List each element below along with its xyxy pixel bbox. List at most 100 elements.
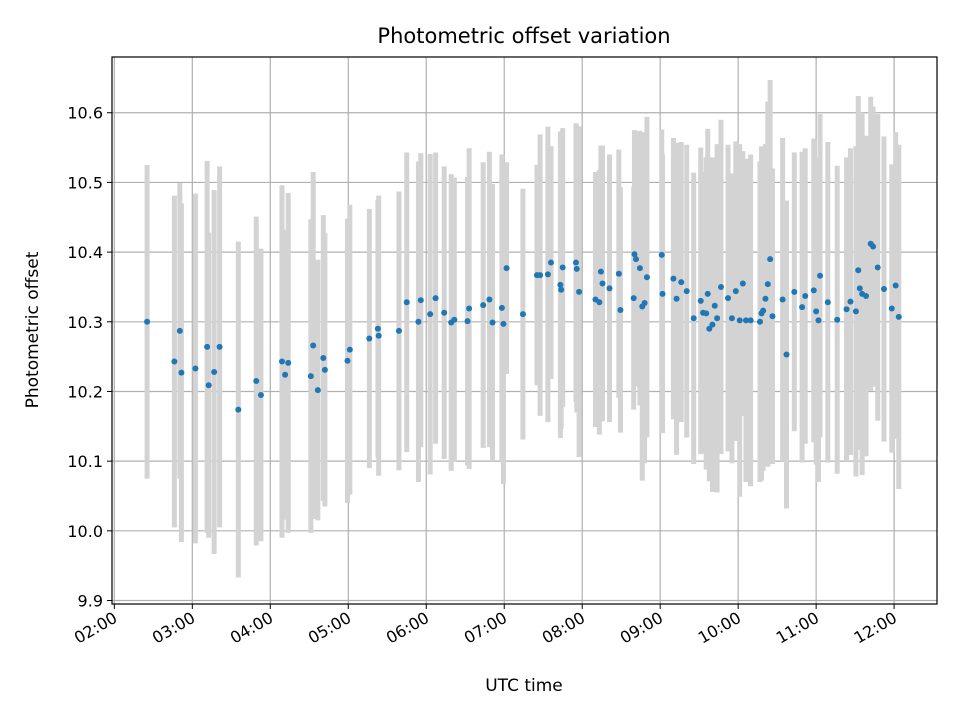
data-point <box>307 373 314 380</box>
data-point <box>802 293 809 300</box>
data-point <box>762 295 769 302</box>
data-point <box>709 321 716 328</box>
y-tick-label: 10.6 <box>67 104 103 123</box>
x-tick-label: 11:00 <box>773 608 822 648</box>
data-point <box>783 351 790 358</box>
data-point <box>813 308 820 315</box>
data-point <box>320 355 327 362</box>
data-point <box>417 297 424 304</box>
data-point <box>815 317 822 324</box>
data-point <box>810 287 817 294</box>
data-point <box>704 290 711 297</box>
data-point <box>636 265 643 272</box>
data-point <box>395 327 402 334</box>
data-point <box>714 315 721 322</box>
x-tick-label: 05:00 <box>305 608 354 648</box>
data-point <box>544 271 551 278</box>
data-point <box>519 311 526 318</box>
y-tick-label: 10.1 <box>67 452 103 471</box>
data-point <box>892 282 899 289</box>
x-tick-label: 09:00 <box>617 608 666 648</box>
data-point <box>658 251 665 258</box>
x-tick-label: 08:00 <box>539 608 588 648</box>
y-tick-label: 10.2 <box>67 382 103 401</box>
data-point <box>895 313 902 320</box>
x-tick-label: 07:00 <box>461 608 510 648</box>
data-point <box>683 288 690 295</box>
x-tick-label: 02:00 <box>71 608 120 648</box>
data-point <box>711 302 718 309</box>
data-point <box>427 311 434 318</box>
data-point <box>643 274 650 281</box>
data-point <box>597 268 604 275</box>
data-point <box>673 295 680 302</box>
data-point <box>432 295 439 302</box>
data-point <box>617 306 624 313</box>
data-point <box>486 296 493 303</box>
y-axis-label: Photometric offset <box>23 251 43 408</box>
data-point <box>760 307 767 314</box>
data-point <box>764 281 771 288</box>
data-point <box>767 256 774 263</box>
data-point <box>537 272 544 279</box>
data-point <box>659 290 666 297</box>
data-point <box>573 265 580 272</box>
y-tick-label: 10.3 <box>67 313 103 332</box>
data-point <box>375 332 382 339</box>
data-point <box>211 368 218 375</box>
y-tick-label: 10.0 <box>67 522 103 541</box>
data-point <box>736 317 743 324</box>
data-point <box>576 288 583 295</box>
data-point <box>466 305 473 312</box>
data-point <box>403 299 410 306</box>
data-point <box>855 267 862 274</box>
data-point <box>500 320 507 327</box>
data-point <box>192 365 199 372</box>
x-tick-label: 10:00 <box>695 608 744 648</box>
data-point <box>314 387 321 394</box>
point-layer <box>144 240 902 413</box>
data-point <box>204 343 211 350</box>
data-point <box>728 315 735 322</box>
data-point <box>176 327 183 334</box>
data-point <box>366 335 373 342</box>
data-point <box>596 299 603 306</box>
data-point <box>847 298 854 305</box>
data-point <box>779 296 786 303</box>
data-point <box>690 315 697 322</box>
data-point <box>880 286 887 293</box>
data-point <box>285 359 292 366</box>
data-point <box>678 279 685 286</box>
data-point <box>856 285 863 292</box>
data-point <box>630 295 637 302</box>
data-point <box>282 371 289 378</box>
data-point <box>171 358 178 365</box>
data-point <box>732 288 739 295</box>
data-point <box>606 285 613 292</box>
data-point <box>344 357 351 364</box>
data-point <box>718 283 725 290</box>
data-point <box>824 299 831 306</box>
data-point <box>703 310 710 317</box>
data-point <box>799 304 806 311</box>
data-point <box>321 366 328 373</box>
data-point <box>480 302 487 309</box>
y-tick-label: 10.5 <box>67 173 103 192</box>
data-point <box>374 325 381 332</box>
data-point <box>791 288 798 295</box>
data-point <box>769 313 776 320</box>
data-point <box>572 259 579 266</box>
data-point <box>346 346 353 353</box>
data-point <box>310 342 317 349</box>
y-tick-label: 9.9 <box>78 592 103 611</box>
data-point <box>464 318 471 325</box>
data-point <box>633 256 640 263</box>
x-tick-label: 04:00 <box>227 608 276 648</box>
data-point <box>441 309 448 316</box>
data-point <box>216 343 223 350</box>
data-point <box>756 318 763 325</box>
errorbar-layer <box>144 79 902 578</box>
y-tick-label: 10.4 <box>67 243 103 262</box>
data-point <box>670 275 677 282</box>
data-point <box>843 306 850 313</box>
